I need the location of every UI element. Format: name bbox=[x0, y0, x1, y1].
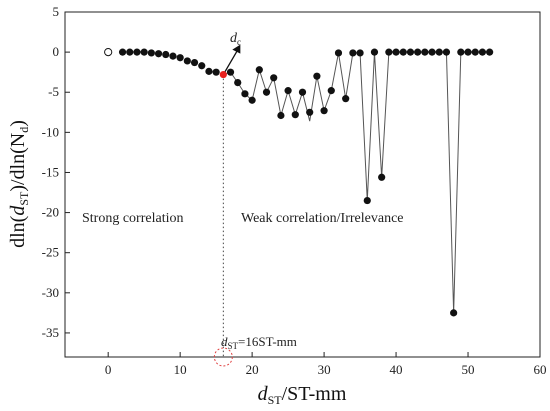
y-tick-label: 0 bbox=[53, 44, 60, 59]
x-axis-title: dST/ST-mm bbox=[258, 383, 347, 407]
x-tick-label: 0 bbox=[105, 362, 112, 377]
data-point bbox=[255, 66, 263, 74]
data-point bbox=[392, 48, 400, 56]
y-tick-label: -10 bbox=[42, 124, 59, 139]
dst-threshold-label: dST=16ST-mm bbox=[221, 334, 297, 351]
data-point bbox=[349, 49, 357, 57]
data-point bbox=[270, 74, 278, 82]
x-tick-label: 30 bbox=[318, 362, 331, 377]
data-point bbox=[212, 68, 220, 76]
data-point bbox=[442, 48, 451, 56]
data-point bbox=[334, 49, 343, 57]
weak-correlation-label: Weak correlation/Irrelevance bbox=[241, 211, 404, 226]
data-point bbox=[421, 48, 429, 56]
data-point bbox=[414, 48, 422, 56]
data-point bbox=[435, 48, 443, 56]
data-point bbox=[457, 48, 465, 56]
y-axis-title: dln(dST)/dln(Nd) bbox=[7, 120, 31, 248]
data-point bbox=[162, 50, 170, 59]
series bbox=[104, 48, 494, 317]
data-point bbox=[356, 49, 364, 57]
y-tick-label: -30 bbox=[42, 285, 59, 300]
data-point bbox=[370, 48, 379, 56]
y-tick-label: 5 bbox=[53, 4, 60, 19]
data-point bbox=[169, 52, 177, 60]
strong-correlation-label: Strong correlation bbox=[82, 211, 183, 226]
data-point bbox=[478, 48, 487, 56]
data-point bbox=[154, 50, 163, 58]
data-point bbox=[147, 49, 155, 57]
threshold-circle bbox=[213, 347, 233, 367]
dc-arrowhead bbox=[232, 44, 241, 54]
dc-arrow bbox=[222, 50, 238, 75]
y-tick-label: -25 bbox=[42, 245, 59, 260]
data-point bbox=[140, 48, 148, 56]
data-point bbox=[406, 48, 415, 56]
data-point bbox=[234, 79, 242, 87]
data-point bbox=[385, 48, 393, 56]
x-tick-label: 60 bbox=[534, 362, 547, 377]
data-point bbox=[399, 48, 407, 56]
data-point bbox=[464, 48, 472, 56]
data-point bbox=[118, 48, 127, 56]
x-tick-label: 20 bbox=[246, 362, 259, 377]
data-point bbox=[306, 108, 314, 116]
data-point bbox=[450, 309, 458, 317]
y-tick-label: -35 bbox=[42, 325, 59, 340]
data-point bbox=[198, 62, 206, 70]
data-point bbox=[205, 67, 213, 75]
open-point bbox=[104, 48, 113, 57]
data-point bbox=[291, 111, 299, 119]
data-point bbox=[226, 68, 235, 76]
data-point bbox=[363, 196, 371, 205]
data-point bbox=[277, 111, 285, 120]
data-point bbox=[327, 87, 335, 95]
data-point bbox=[262, 88, 271, 96]
data-point bbox=[183, 57, 191, 65]
data-point bbox=[313, 72, 321, 80]
x-tick-label: 50 bbox=[462, 362, 475, 377]
y-tick-label: -15 bbox=[42, 164, 59, 179]
data-point bbox=[190, 58, 199, 67]
dc-label: dc bbox=[230, 31, 241, 47]
data-point bbox=[133, 48, 141, 56]
x-tick-label: 40 bbox=[390, 362, 403, 377]
guides bbox=[213, 44, 241, 367]
data-point bbox=[471, 48, 479, 56]
data-point bbox=[320, 107, 328, 115]
data-point bbox=[298, 88, 307, 96]
y-tick-label: -5 bbox=[48, 84, 59, 99]
plot-frame bbox=[64, 11, 541, 358]
data-point bbox=[126, 48, 134, 56]
x-tick-label: 10 bbox=[174, 362, 187, 377]
data-point bbox=[248, 96, 256, 104]
y-tick-label: -20 bbox=[42, 205, 59, 220]
highlight-point bbox=[219, 70, 227, 79]
data-point bbox=[241, 90, 249, 98]
data-point bbox=[342, 95, 350, 103]
data-point bbox=[486, 48, 494, 56]
data-point bbox=[176, 54, 184, 62]
data-point bbox=[378, 173, 386, 181]
data-point bbox=[428, 48, 436, 56]
data-point bbox=[284, 87, 292, 95]
